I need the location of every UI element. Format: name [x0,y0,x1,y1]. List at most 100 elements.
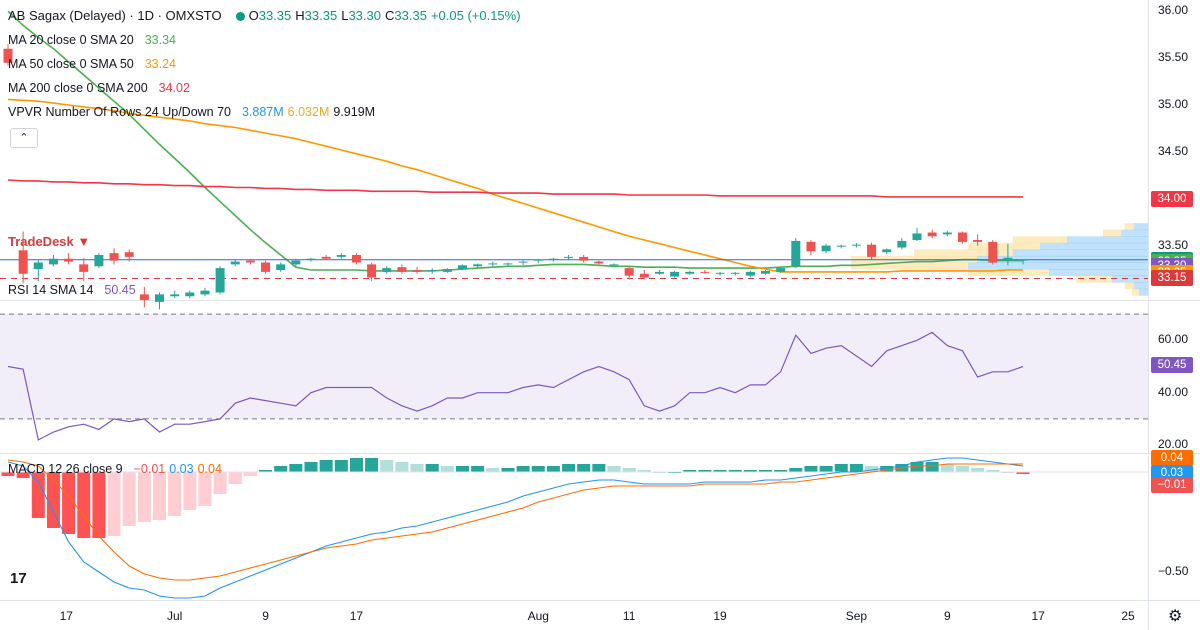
macd-histogram-bar [440,466,454,472]
tradedesk-label[interactable]: TradeDesk ▼ [8,234,91,249]
macd-histogram-bar [546,466,560,472]
x-tick-label: 11 [622,609,636,623]
candle-body [791,240,801,267]
vpvr-up-bar [1124,223,1134,231]
ma50-legend[interactable]: MA 50 close 0 SMA 50 33.24 [8,56,180,72]
macd-histogram-bar [46,472,60,528]
macd-histogram-bar [349,458,363,472]
vpvr-up-bar [968,242,1040,250]
candle-body [942,232,952,235]
ma-line [7,98,1024,273]
macd-histogram-bar [910,462,924,472]
vpvr-up-bar [1076,275,1112,283]
candle-body [109,253,119,261]
rsi-value: 50.45 [104,283,136,297]
rsi-legend[interactable]: RSI 14 SMA 14 50.45 [8,282,140,298]
candle-body [215,268,225,293]
candle-body [291,260,301,265]
gear-icon[interactable]: ⚙ [1168,608,1183,625]
symbol-title: AB Sagax (Delayed) · 1D · OMXSTO [8,8,222,23]
vpvr-down-bar [1067,236,1148,244]
ma-line [7,179,1024,198]
macd-histogram-bar [743,470,757,472]
x-tick-label: 25 [1121,609,1135,623]
candle-body [533,259,543,261]
macd-histogram-bar [1,472,15,476]
candle-body [230,261,240,265]
candle-body [185,292,195,297]
x-tick-label: Sep [845,609,868,623]
eye-icon[interactable] [235,12,245,22]
vpvr-down-bar [1040,242,1148,250]
candle-body [139,294,149,300]
rsi-label: RSI 14 SMA 14 [8,283,94,297]
candle-body [988,241,998,263]
ohlc-l-label: L [341,8,349,23]
candle-body [654,271,664,274]
x-tick-label: 19 [713,609,727,623]
macd-histogram-bar [62,472,76,534]
candle-body [48,258,58,265]
collapse-legend-button[interactable]: ⌃ [10,128,38,148]
signal-value: 0.04 [197,462,222,476]
x-tick-label: 17 [349,609,364,623]
candle-body [488,263,498,265]
vpvr-legend[interactable]: VPVR Number Of Rows 24 Up/Down 70 3.887M… [8,104,379,120]
candle-body [336,255,346,257]
candle-body [124,252,134,257]
candle-body [397,267,407,272]
macd-histogram-bar [319,460,333,472]
candle-body [730,272,740,274]
ma200-value: 34.02 [158,81,190,95]
macd-histogram-bar [486,468,500,472]
price-tick-label: 34.50 [1158,143,1189,158]
vpvr-up-bar [1131,288,1139,296]
macd-histogram-bar [137,472,151,522]
candle-body [973,240,983,242]
candle-body [776,268,786,272]
macd-histogram-bar [425,464,439,472]
candle-body [912,233,922,240]
vpvr-down-bar [1049,269,1148,277]
symbol-legend: AB Sagax (Delayed) · 1D · OMXSTO O33.35 H3… [8,8,525,24]
macd-histogram-bar [107,472,121,536]
candle-body [821,245,831,252]
x-tick-label: Aug [527,609,549,623]
candle-body [427,270,437,271]
candle-body [1003,257,1013,261]
vpvr-up-bar [968,269,1049,277]
vpvr-down: 6.032M [287,105,330,119]
price-badge: 33.15 [1151,270,1193,287]
macd-hist-value: −0.01 [133,462,166,476]
ohlc-o-label: O [248,8,259,23]
price-tick-label: 35.00 [1158,97,1189,111]
macd-legend[interactable]: MACD 12 26 close 9 −0.01 0.03 0.04 [8,461,226,477]
candle-body [367,264,377,278]
candle-body [927,232,937,237]
candle-body [170,294,180,297]
ohlc-high: 33.35 [304,8,338,23]
vpvr-down-bar [1013,249,1148,257]
candle-body [79,264,89,272]
macd-tick-label: −0.50 [1158,564,1189,578]
ohlc-c-label: C [385,8,395,23]
candle-body [351,255,361,263]
macd-histogram-bar [804,466,818,472]
macd-histogram-bar [940,464,954,472]
macd-histogram-bar [925,462,939,472]
ma20-legend[interactable]: MA 20 close 0 SMA 20 33.34 [8,32,180,48]
candle-body [882,249,892,253]
candle-body [639,273,649,278]
macd-badge: −0.01 [1151,477,1193,493]
macd-histogram-bar [168,472,182,516]
candle-body [579,256,589,261]
x-tick-label: 9 [262,609,269,623]
ohlc-change: +0.05 (+0.15%) [430,8,521,23]
macd-histogram-bar [577,464,591,472]
macd-histogram-bar [259,470,273,472]
ma200-legend[interactable]: MA 200 close 0 SMA 200 34.02 [8,80,194,96]
candle-body [1018,259,1028,261]
tradingview-logo[interactable]: 17 [10,570,27,587]
macd-histogram-bar [637,470,651,472]
